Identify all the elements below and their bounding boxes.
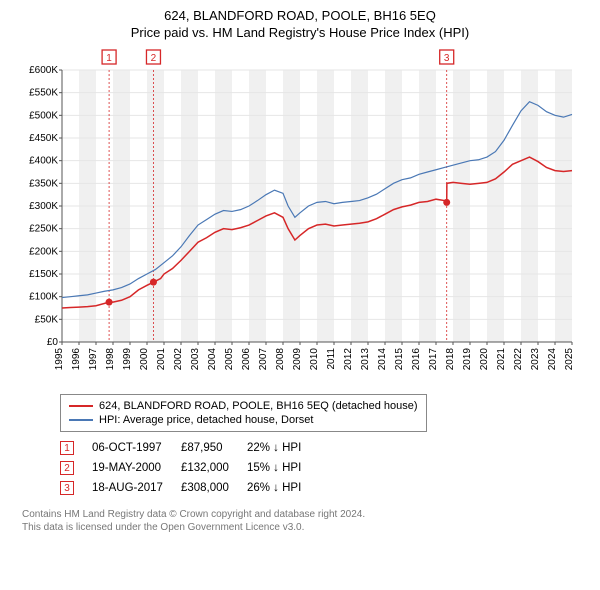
- sale-delta: 26% ↓ HPI: [247, 478, 319, 498]
- sale-price: £132,000: [181, 458, 247, 478]
- svg-text:1996: 1996: [71, 348, 82, 371]
- svg-text:£250K: £250K: [29, 224, 58, 235]
- sale-date: 18-AUG-2017: [92, 478, 181, 498]
- svg-text:£100K: £100K: [29, 292, 58, 303]
- legend: 624, BLANDFORD ROAD, POOLE, BH16 5EQ (de…: [60, 394, 427, 432]
- svg-text:2009: 2009: [292, 348, 303, 371]
- svg-text:2001: 2001: [156, 348, 167, 371]
- svg-text:£200K: £200K: [29, 246, 58, 257]
- footer: Contains HM Land Registry data © Crown c…: [22, 508, 590, 534]
- sale-delta: 15% ↓ HPI: [247, 458, 319, 478]
- svg-text:2022: 2022: [513, 348, 524, 371]
- svg-text:1995: 1995: [54, 348, 65, 371]
- svg-text:3: 3: [444, 53, 450, 64]
- svg-text:2008: 2008: [275, 348, 286, 371]
- svg-text:£450K: £450K: [29, 133, 58, 144]
- footer-line: Contains HM Land Registry data © Crown c…: [22, 508, 590, 521]
- sale-marker-icon: 3: [60, 481, 74, 495]
- legend-swatch: [69, 405, 93, 407]
- svg-text:£550K: £550K: [29, 88, 58, 99]
- svg-text:£50K: £50K: [35, 314, 59, 325]
- svg-text:2023: 2023: [530, 348, 541, 371]
- svg-text:2: 2: [151, 53, 157, 64]
- legend-swatch: [69, 419, 93, 421]
- svg-text:2005: 2005: [224, 348, 235, 371]
- svg-text:£500K: £500K: [29, 110, 58, 121]
- svg-text:2004: 2004: [207, 348, 218, 371]
- sale-date: 19-MAY-2000: [92, 458, 181, 478]
- svg-text:2013: 2013: [360, 348, 371, 371]
- sale-marker-icon: 1: [60, 441, 74, 455]
- svg-text:2012: 2012: [343, 348, 354, 371]
- sale-price: £308,000: [181, 478, 247, 498]
- svg-text:2007: 2007: [258, 348, 269, 371]
- svg-text:2015: 2015: [394, 348, 405, 371]
- sale-price: £87,950: [181, 438, 247, 458]
- svg-text:£600K: £600K: [29, 65, 58, 76]
- svg-text:2019: 2019: [462, 348, 473, 371]
- svg-text:2017: 2017: [428, 348, 439, 371]
- svg-text:2011: 2011: [326, 348, 337, 370]
- svg-text:2006: 2006: [241, 348, 252, 371]
- table-row: 1 06-OCT-1997 £87,950 22% ↓ HPI: [60, 438, 319, 458]
- svg-text:2002: 2002: [173, 348, 184, 371]
- svg-text:1998: 1998: [105, 348, 116, 371]
- sale-delta: 22% ↓ HPI: [247, 438, 319, 458]
- svg-text:£350K: £350K: [29, 178, 58, 189]
- page-subtitle: Price paid vs. HM Land Registry's House …: [10, 25, 590, 40]
- svg-text:£400K: £400K: [29, 156, 58, 167]
- legend-label: 624, BLANDFORD ROAD, POOLE, BH16 5EQ (de…: [99, 400, 418, 412]
- legend-item: HPI: Average price, detached house, Dors…: [69, 413, 418, 427]
- svg-text:2014: 2014: [377, 348, 388, 371]
- svg-text:1999: 1999: [122, 348, 133, 371]
- table-row: 2 19-MAY-2000 £132,000 15% ↓ HPI: [60, 458, 319, 478]
- sale-marker-icon: 2: [60, 461, 74, 475]
- svg-text:2018: 2018: [445, 348, 456, 371]
- footer-line: This data is licensed under the Open Gov…: [22, 521, 590, 534]
- svg-text:2020: 2020: [479, 348, 490, 371]
- svg-text:2021: 2021: [496, 348, 507, 371]
- legend-label: HPI: Average price, detached house, Dors…: [99, 414, 313, 426]
- table-row: 3 18-AUG-2017 £308,000 26% ↓ HPI: [60, 478, 319, 498]
- svg-text:2024: 2024: [547, 348, 558, 371]
- page-title: 624, BLANDFORD ROAD, POOLE, BH16 5EQ: [10, 8, 590, 23]
- svg-text:2000: 2000: [139, 348, 150, 371]
- svg-text:2016: 2016: [411, 348, 422, 371]
- sale-date: 06-OCT-1997: [92, 438, 181, 458]
- svg-text:2010: 2010: [309, 348, 320, 371]
- svg-text:£150K: £150K: [29, 269, 58, 280]
- svg-text:2003: 2003: [190, 348, 201, 371]
- svg-text:2025: 2025: [564, 348, 575, 371]
- svg-text:£0: £0: [47, 337, 59, 348]
- svg-text:1: 1: [106, 53, 112, 64]
- legend-item: 624, BLANDFORD ROAD, POOLE, BH16 5EQ (de…: [69, 399, 418, 413]
- chart: £0 £50K £100K £150K £200K £250K £300K £350K £400…: [20, 46, 580, 386]
- sales-table: 1 06-OCT-1997 £87,950 22% ↓ HPI 2 19-MAY…: [60, 438, 319, 498]
- svg-text:£300K: £300K: [29, 201, 58, 212]
- svg-text:1997: 1997: [88, 348, 99, 371]
